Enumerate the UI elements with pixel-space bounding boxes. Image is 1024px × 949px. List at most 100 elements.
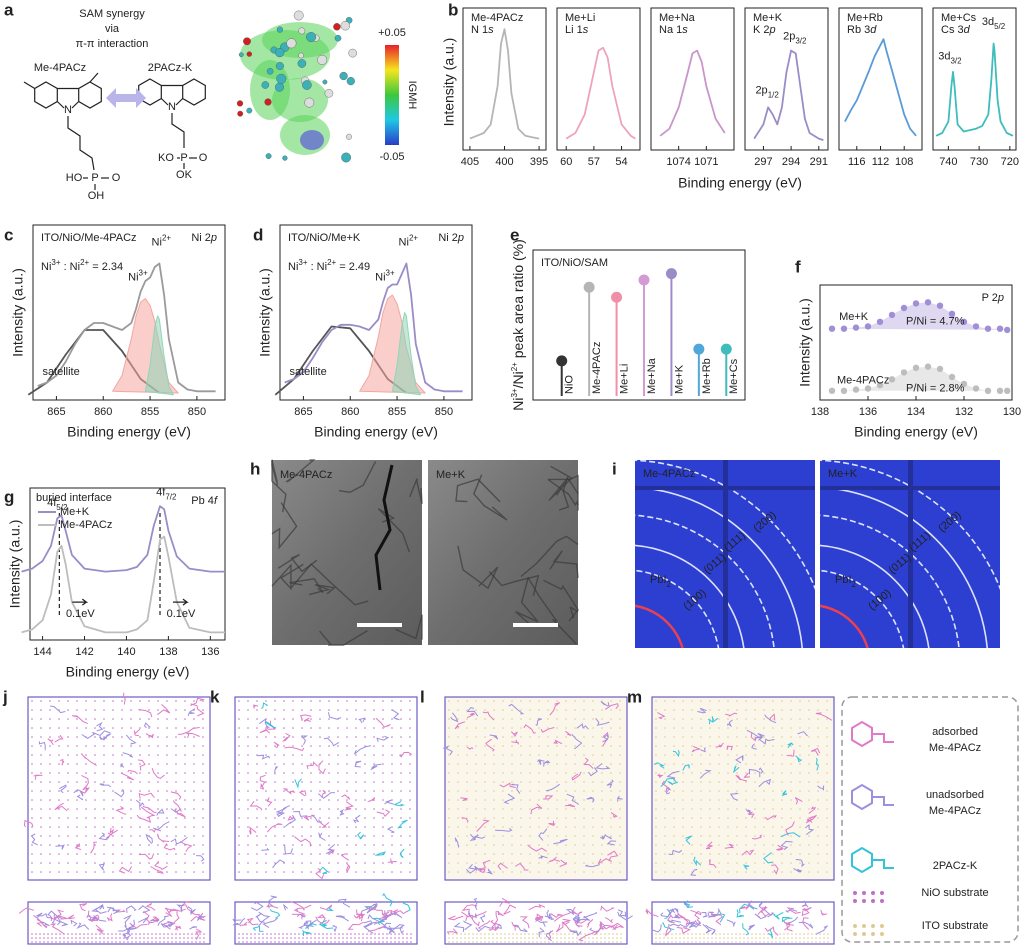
atom-ball [293, 10, 304, 21]
substrate-atom [157, 727, 159, 729]
molecule [724, 843, 735, 849]
substrate-atom [664, 799, 666, 801]
substrate-atom [529, 745, 531, 747]
substrate-atom [763, 754, 765, 756]
substrate-atom [552, 937, 554, 939]
molecule [690, 868, 698, 876]
substrate-atom [247, 718, 249, 720]
substrate-atom [484, 853, 486, 855]
molecule [486, 867, 494, 875]
molecule [318, 819, 330, 829]
substrate-atom [337, 763, 339, 765]
molecule [508, 703, 525, 715]
substrate-atom [193, 862, 195, 864]
substrate-atom [691, 799, 693, 801]
substrate-atom [687, 941, 689, 943]
substrate-atom [700, 772, 702, 774]
exchange-arrow [106, 88, 146, 108]
molecule [177, 727, 200, 735]
substrate-atom [193, 826, 195, 828]
substrate-atom [166, 799, 168, 801]
substrate-atom [610, 808, 612, 810]
substrate-atom [723, 941, 725, 943]
substrate-atom [319, 808, 321, 810]
y-axis-label: Ni3+/Ni2+ peak area ratio (%) [510, 239, 526, 411]
molecule [676, 926, 691, 934]
substrate-atom [282, 933, 284, 935]
substrate-atom [274, 709, 276, 711]
substrate-atom [247, 826, 249, 828]
substrate-atom [76, 817, 78, 819]
substrate-atom [448, 736, 450, 738]
text-part: 5/2 [56, 503, 68, 512]
substrate-atom [528, 941, 530, 943]
substrate-atom [238, 754, 240, 756]
plot-title: ITO/NiO/SAM [541, 257, 608, 269]
substrate-atom [318, 937, 320, 939]
substrate-atom [199, 937, 201, 939]
spectrum [935, 42, 1014, 137]
substrate-atom [292, 709, 294, 711]
substrate-atom [452, 941, 454, 943]
substrate-atom [175, 933, 177, 935]
substrate-atom [139, 781, 141, 783]
substrate-atom [448, 826, 450, 828]
substrate-atom [448, 817, 450, 819]
molecule [564, 804, 576, 808]
substrate-atom [238, 871, 240, 873]
substrate-atom [610, 727, 612, 729]
substrate-atom [121, 754, 123, 756]
substrate-atom [364, 862, 366, 864]
substrate-atom [583, 871, 585, 873]
substrate-atom [49, 799, 51, 801]
panel-label: f [795, 257, 801, 276]
substrate-atom [157, 736, 159, 738]
substrate-atom [727, 763, 729, 765]
substrate-atom [601, 862, 603, 864]
substrate-atom [511, 844, 513, 846]
substrate-atom [808, 862, 810, 864]
substrate-atom [807, 933, 809, 935]
substrate-atom [448, 700, 450, 702]
molecule [54, 734, 64, 743]
x-tick-label: 297 [754, 156, 772, 168]
substrate-atom [568, 941, 570, 943]
substrate-atom [540, 933, 542, 935]
substrate-atom [139, 772, 141, 774]
substrate-atom [294, 937, 296, 939]
molecule [176, 904, 183, 913]
substrate-atom [565, 745, 567, 747]
substrate-atom [538, 772, 540, 774]
molecule [294, 778, 302, 789]
molecule [801, 900, 809, 908]
substrate-atom [184, 763, 186, 765]
substrate-atom [386, 941, 388, 943]
substrate-atom [175, 718, 177, 720]
substrate-atom [667, 941, 669, 943]
substrate-atom [502, 826, 504, 828]
substrate-atom [139, 844, 141, 846]
substrate-atom [67, 754, 69, 756]
text-part: Ni 2 [191, 232, 211, 244]
substrate-atom [115, 937, 117, 939]
substrate-atom [43, 933, 45, 935]
substrate-atom [400, 727, 402, 729]
substrate-atom [40, 781, 42, 783]
substrate-atom [583, 772, 585, 774]
molecule [536, 759, 545, 765]
molecule [289, 901, 305, 911]
annotation: 0.1eV [66, 608, 95, 620]
molecule [353, 909, 362, 919]
substrate-atom [460, 933, 462, 935]
substrate-atom [87, 941, 89, 943]
substrate-atom [754, 799, 756, 801]
point [900, 369, 908, 376]
substrate-atom [319, 700, 321, 702]
isosurface [300, 130, 324, 150]
substrate-atom [256, 862, 258, 864]
substrate-atom [31, 937, 33, 939]
substrate-atom [538, 763, 540, 765]
substrate-atom [619, 844, 621, 846]
substrate-atom [283, 781, 285, 783]
molecule [530, 803, 543, 815]
